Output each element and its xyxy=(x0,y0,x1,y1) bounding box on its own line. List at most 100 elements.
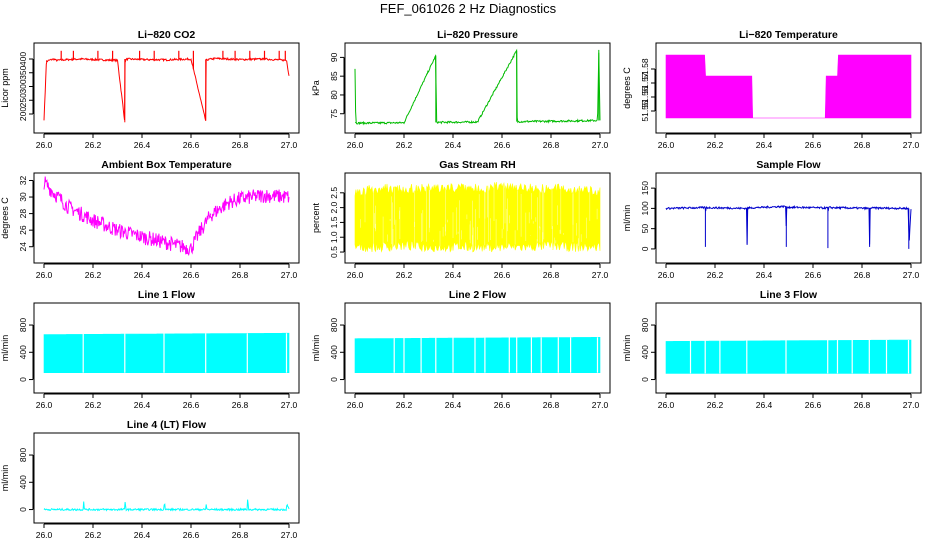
y-tick-label: 400 xyxy=(18,475,28,489)
chart-panel: Line 3 Flow ml/min 26.0 26.2 26.4 26.6 26.8 27.… xyxy=(622,289,922,410)
y-tick-label: 200 xyxy=(18,107,28,121)
data-line xyxy=(354,48,601,126)
x-tick-label: 26.2 xyxy=(85,400,102,410)
x-tick-label: 26.0 xyxy=(347,270,364,280)
x-tick-label: 26.0 xyxy=(36,270,53,280)
x-tick-label: 26.0 xyxy=(658,270,675,280)
y-tick-label: 26 xyxy=(18,225,28,235)
x-tick-label: 26.6 xyxy=(183,270,200,280)
x-tick-label: 26.2 xyxy=(396,270,413,280)
y-axis-label: ml/min xyxy=(0,465,10,492)
x-tick-label: 26.6 xyxy=(494,140,511,150)
y-tick-label: 800 xyxy=(18,318,28,332)
data-line xyxy=(665,205,912,245)
x-tick-label: 26.8 xyxy=(854,270,871,280)
data-series xyxy=(665,205,912,249)
chart-panel: Li−820 Pressure kPa 26.0 26.2 26.4 26.6 26.8 27… xyxy=(311,29,611,150)
x-tick-label: 26.4 xyxy=(134,270,151,280)
plot-frame xyxy=(655,172,922,264)
y-tick-label: 90 xyxy=(329,52,339,62)
y-tick-label: 350 xyxy=(18,65,28,79)
y-tick-label: 0 xyxy=(329,377,339,382)
x-tick-label: 26.4 xyxy=(445,140,462,150)
data-series xyxy=(43,50,290,123)
chart-panel: Li−820 CO2 Licor ppm 26.0 26.2 26.4 26.6 26.8 2… xyxy=(0,29,300,150)
x-tick-label: 27.0 xyxy=(281,270,298,280)
y-tick-label: 85 xyxy=(329,71,339,81)
y-tick-label: 0.5 xyxy=(329,246,339,258)
data-line xyxy=(43,176,290,256)
chart-title: Li−820 CO2 xyxy=(138,29,196,41)
y-tick-label: 51.57 xyxy=(640,72,650,94)
y-tick-label: 400 xyxy=(640,345,650,359)
x-tick-label: 26.4 xyxy=(756,270,773,280)
x-tick-label: 26.4 xyxy=(756,400,773,410)
x-tick-label: 26.8 xyxy=(232,140,249,150)
x-tick-label: 26.8 xyxy=(543,140,560,150)
chart-panel: Line 4 (LT) Flow ml/min 26.0 26.2 26.4 26.6 26… xyxy=(0,419,300,540)
x-tick-label: 26.2 xyxy=(85,530,102,540)
y-tick-label: 400 xyxy=(18,345,28,359)
data-area xyxy=(354,336,601,374)
x-tick-label: 26.6 xyxy=(183,530,200,540)
chart-panel: Li−820 Temperature degrees C 26.0 26.2 26.4 2… xyxy=(622,29,922,150)
page-title: FEF_061026 2 Hz Diagnostics xyxy=(379,1,557,16)
y-tick-label: 100 xyxy=(640,201,650,215)
y-axis-label: ml/min xyxy=(622,205,632,232)
data-area xyxy=(665,54,912,119)
y-tick-label: 800 xyxy=(18,448,28,462)
x-tick-label: 27.0 xyxy=(903,140,920,150)
plot-frame xyxy=(33,302,300,394)
x-tick-label: 26.8 xyxy=(232,530,249,540)
y-axis-label: kPa xyxy=(311,80,321,96)
y-tick-label: 2.0 xyxy=(329,201,339,213)
data-series xyxy=(354,48,601,126)
data-series xyxy=(43,332,290,374)
chart-title: Gas Stream RH xyxy=(439,159,515,171)
x-tick-label: 27.0 xyxy=(592,270,609,280)
plot-frame xyxy=(33,172,300,264)
x-tick-label: 26.2 xyxy=(396,400,413,410)
x-tick-label: 26.4 xyxy=(134,400,151,410)
chart-title: Li−820 Pressure xyxy=(437,29,518,41)
x-tick-label: 27.0 xyxy=(281,530,298,540)
y-tick-label: 2.5 xyxy=(329,187,339,199)
y-tick-label: 300 xyxy=(18,79,28,93)
x-tick-label: 26.0 xyxy=(36,530,53,540)
x-tick-label: 26.6 xyxy=(805,140,822,150)
data-area xyxy=(43,332,290,374)
data-line xyxy=(43,56,290,121)
plot-frame xyxy=(655,302,922,394)
data-series xyxy=(354,179,601,253)
x-tick-label: 26.4 xyxy=(134,140,151,150)
y-tick-label: 75 xyxy=(329,109,339,119)
chart-panel: Line 2 Flow ml/min 26.0 26.2 26.4 26.6 26.8 27.… xyxy=(311,289,611,410)
x-tick-label: 26.8 xyxy=(854,140,871,150)
x-tick-label: 27.0 xyxy=(903,400,920,410)
x-tick-label: 26.2 xyxy=(707,400,724,410)
chart-title: Line 1 Flow xyxy=(138,289,196,301)
x-tick-label: 26.8 xyxy=(543,400,560,410)
y-tick-label: 0 xyxy=(640,377,650,382)
y-tick-label: 0 xyxy=(18,507,28,512)
y-tick-label: 32 xyxy=(18,175,28,185)
x-tick-label: 26.6 xyxy=(805,400,822,410)
plot-frame xyxy=(344,172,611,264)
chart-panel: Gas Stream RH percent 26.0 26.2 26.4 26.6 26.8… xyxy=(311,159,611,280)
chart-title: Li−820 Temperature xyxy=(739,29,838,41)
x-tick-label: 26.6 xyxy=(805,270,822,280)
y-tick-label: 50 xyxy=(640,224,650,234)
x-tick-label: 26.4 xyxy=(756,140,773,150)
y-axis-label: ml/min xyxy=(311,335,321,362)
x-tick-label: 26.0 xyxy=(658,140,675,150)
y-axis-label: degrees C xyxy=(0,197,10,239)
y-axis-label: Licor ppm xyxy=(0,68,10,108)
plot-frame xyxy=(655,42,922,134)
y-axis-label: degrees C xyxy=(622,67,632,109)
data-line xyxy=(43,499,290,512)
x-tick-label: 26.2 xyxy=(707,140,724,150)
data-area xyxy=(354,181,601,253)
chart-panel: Line 1 Flow ml/min 26.0 26.2 26.4 26.6 26.8 27.… xyxy=(0,289,300,410)
chart-title: Sample Flow xyxy=(756,159,821,171)
